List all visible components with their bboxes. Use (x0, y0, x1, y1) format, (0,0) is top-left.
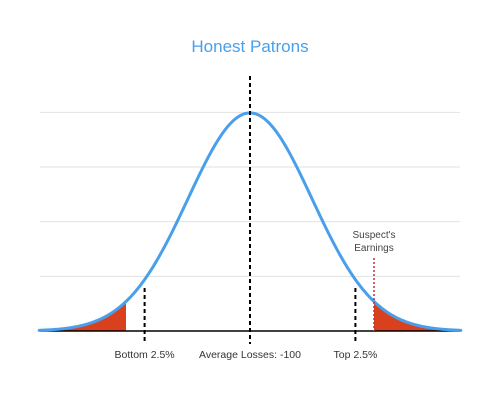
suspect-label-line1: Suspect's (352, 230, 395, 241)
left-tail-region (39, 301, 127, 331)
marker-label-2: Average Losses: -100 (199, 349, 301, 361)
marker-label-3: Top 2.5% (334, 349, 378, 361)
right-tail-region (374, 301, 461, 331)
suspect-label-line2: Earnings (354, 243, 393, 254)
marker-label-1: Bottom 2.5% (115, 349, 175, 361)
marker-layer: Bottom 2.5% Average Losses: -100 Top 2.5% (115, 76, 378, 361)
chart-title: Honest Patrons (191, 37, 308, 56)
suspect-layer: Suspect's Earnings (352, 230, 396, 331)
tail-layer (39, 301, 461, 331)
